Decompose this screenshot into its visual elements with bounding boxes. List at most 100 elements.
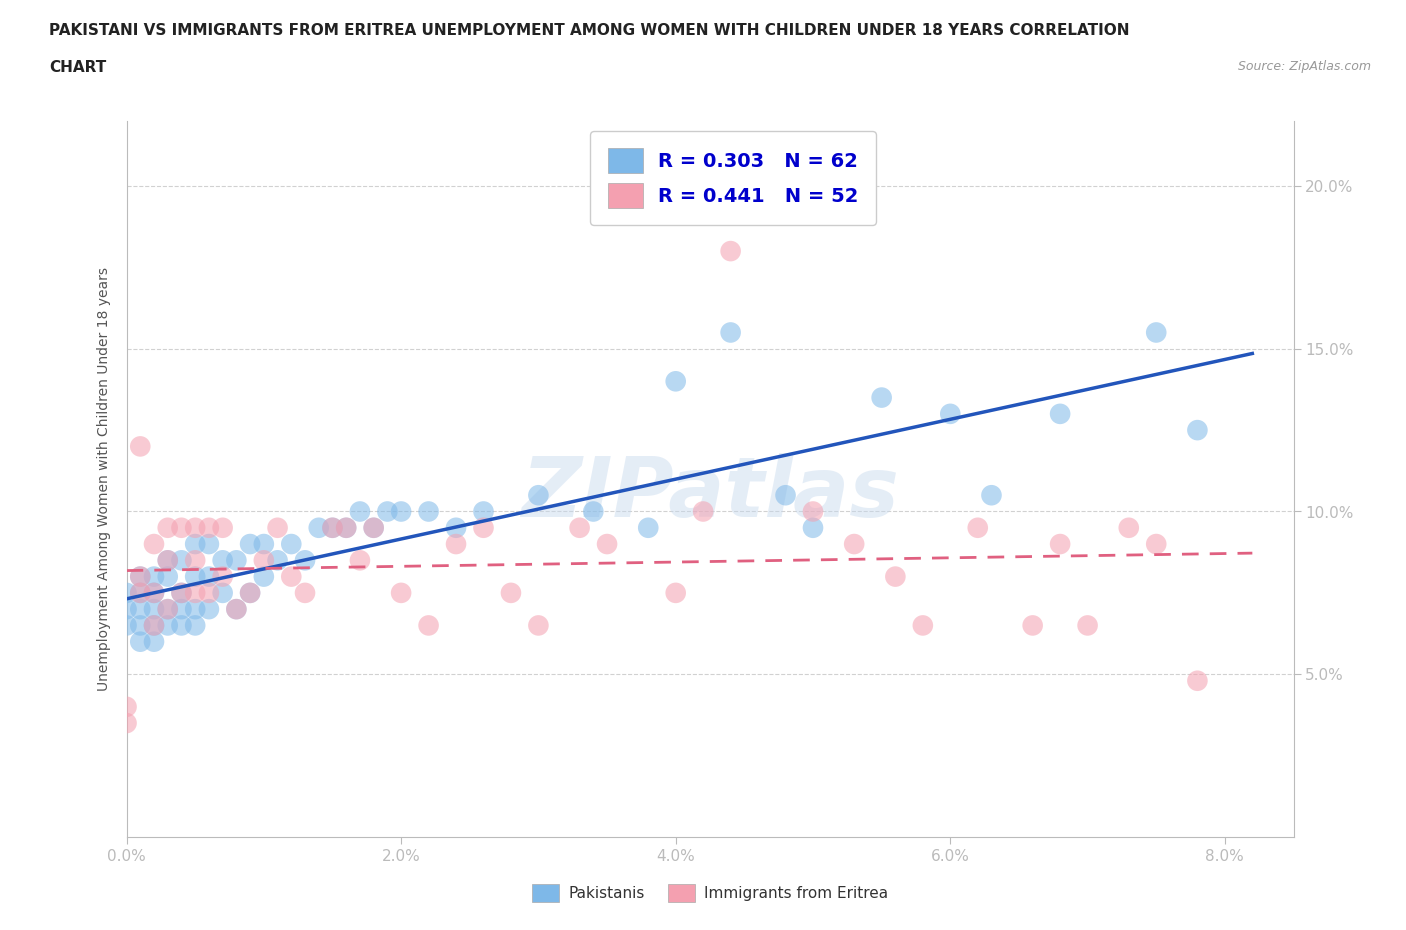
Text: Source: ZipAtlas.com: Source: ZipAtlas.com (1237, 60, 1371, 73)
Point (321, 521, 343, 536)
Point (253, 569, 276, 584)
Point (1077, 618, 1099, 633)
Point (129, 634, 152, 649)
Point (499, 586, 522, 601)
Legend: Pakistanis, Immigrants from Eritrea: Pakistanis, Immigrants from Eritrea (526, 878, 894, 908)
Point (335, 521, 357, 536)
Point (582, 504, 605, 519)
Point (115, 602, 138, 617)
Point (418, 618, 440, 633)
Point (143, 537, 166, 551)
Point (884, 569, 907, 584)
Point (280, 537, 302, 551)
Point (321, 521, 343, 536)
Point (143, 602, 166, 617)
Point (115, 716, 138, 731)
Point (115, 618, 138, 633)
Point (568, 521, 591, 536)
Point (349, 504, 371, 519)
Point (170, 552, 193, 567)
Point (239, 586, 262, 601)
Text: ZIPatlas: ZIPatlas (522, 453, 898, 534)
Point (308, 521, 330, 536)
Point (349, 552, 371, 567)
Point (156, 618, 179, 633)
Point (966, 521, 988, 536)
Point (911, 618, 934, 633)
Point (527, 487, 550, 502)
Point (184, 602, 207, 617)
Point (129, 569, 152, 584)
Point (129, 602, 152, 617)
Point (801, 504, 824, 519)
Point (170, 602, 193, 617)
Point (527, 618, 550, 633)
Point (156, 602, 179, 617)
Point (129, 586, 152, 601)
Point (156, 569, 179, 584)
Point (170, 586, 193, 601)
Point (335, 521, 357, 536)
Point (129, 439, 152, 454)
Point (184, 618, 207, 633)
Point (720, 326, 742, 340)
Point (184, 569, 207, 584)
Point (870, 390, 893, 405)
Point (1144, 326, 1167, 340)
Point (472, 521, 495, 536)
Point (170, 586, 193, 601)
Point (363, 521, 385, 536)
Point (418, 504, 440, 519)
Point (225, 552, 247, 567)
Point (377, 504, 399, 519)
Point (253, 552, 276, 567)
Point (596, 537, 619, 551)
Point (156, 521, 179, 536)
Point (129, 586, 152, 601)
Point (1187, 673, 1209, 688)
Point (665, 586, 688, 601)
Point (211, 586, 233, 601)
Point (129, 569, 152, 584)
Point (775, 487, 797, 502)
Point (143, 618, 166, 633)
Point (280, 569, 302, 584)
Point (239, 537, 262, 551)
Point (665, 374, 688, 389)
Point (1049, 537, 1071, 551)
Point (363, 521, 385, 536)
Point (170, 618, 193, 633)
Point (198, 537, 221, 551)
Point (801, 521, 824, 536)
Point (692, 504, 714, 519)
Point (170, 521, 193, 536)
Point (211, 521, 233, 536)
Point (239, 586, 262, 601)
Point (211, 552, 233, 567)
Point (444, 521, 467, 536)
Point (143, 586, 166, 601)
Point (143, 634, 166, 649)
Text: CHART: CHART (49, 60, 107, 75)
Point (294, 552, 316, 567)
Point (156, 552, 179, 567)
Point (143, 569, 166, 584)
Point (198, 586, 221, 601)
Point (211, 569, 233, 584)
Point (266, 552, 288, 567)
Point (844, 537, 866, 551)
Point (1021, 618, 1043, 633)
Point (637, 521, 659, 536)
Point (115, 699, 138, 714)
Point (1049, 406, 1071, 421)
Point (184, 537, 207, 551)
Point (184, 521, 207, 536)
Point (1187, 422, 1209, 438)
Point (939, 406, 962, 421)
Point (129, 618, 152, 633)
Point (266, 521, 288, 536)
Point (444, 537, 467, 551)
Y-axis label: Unemployment Among Women with Children Under 18 years: Unemployment Among Women with Children U… (97, 267, 111, 691)
Point (156, 602, 179, 617)
Point (389, 504, 412, 519)
